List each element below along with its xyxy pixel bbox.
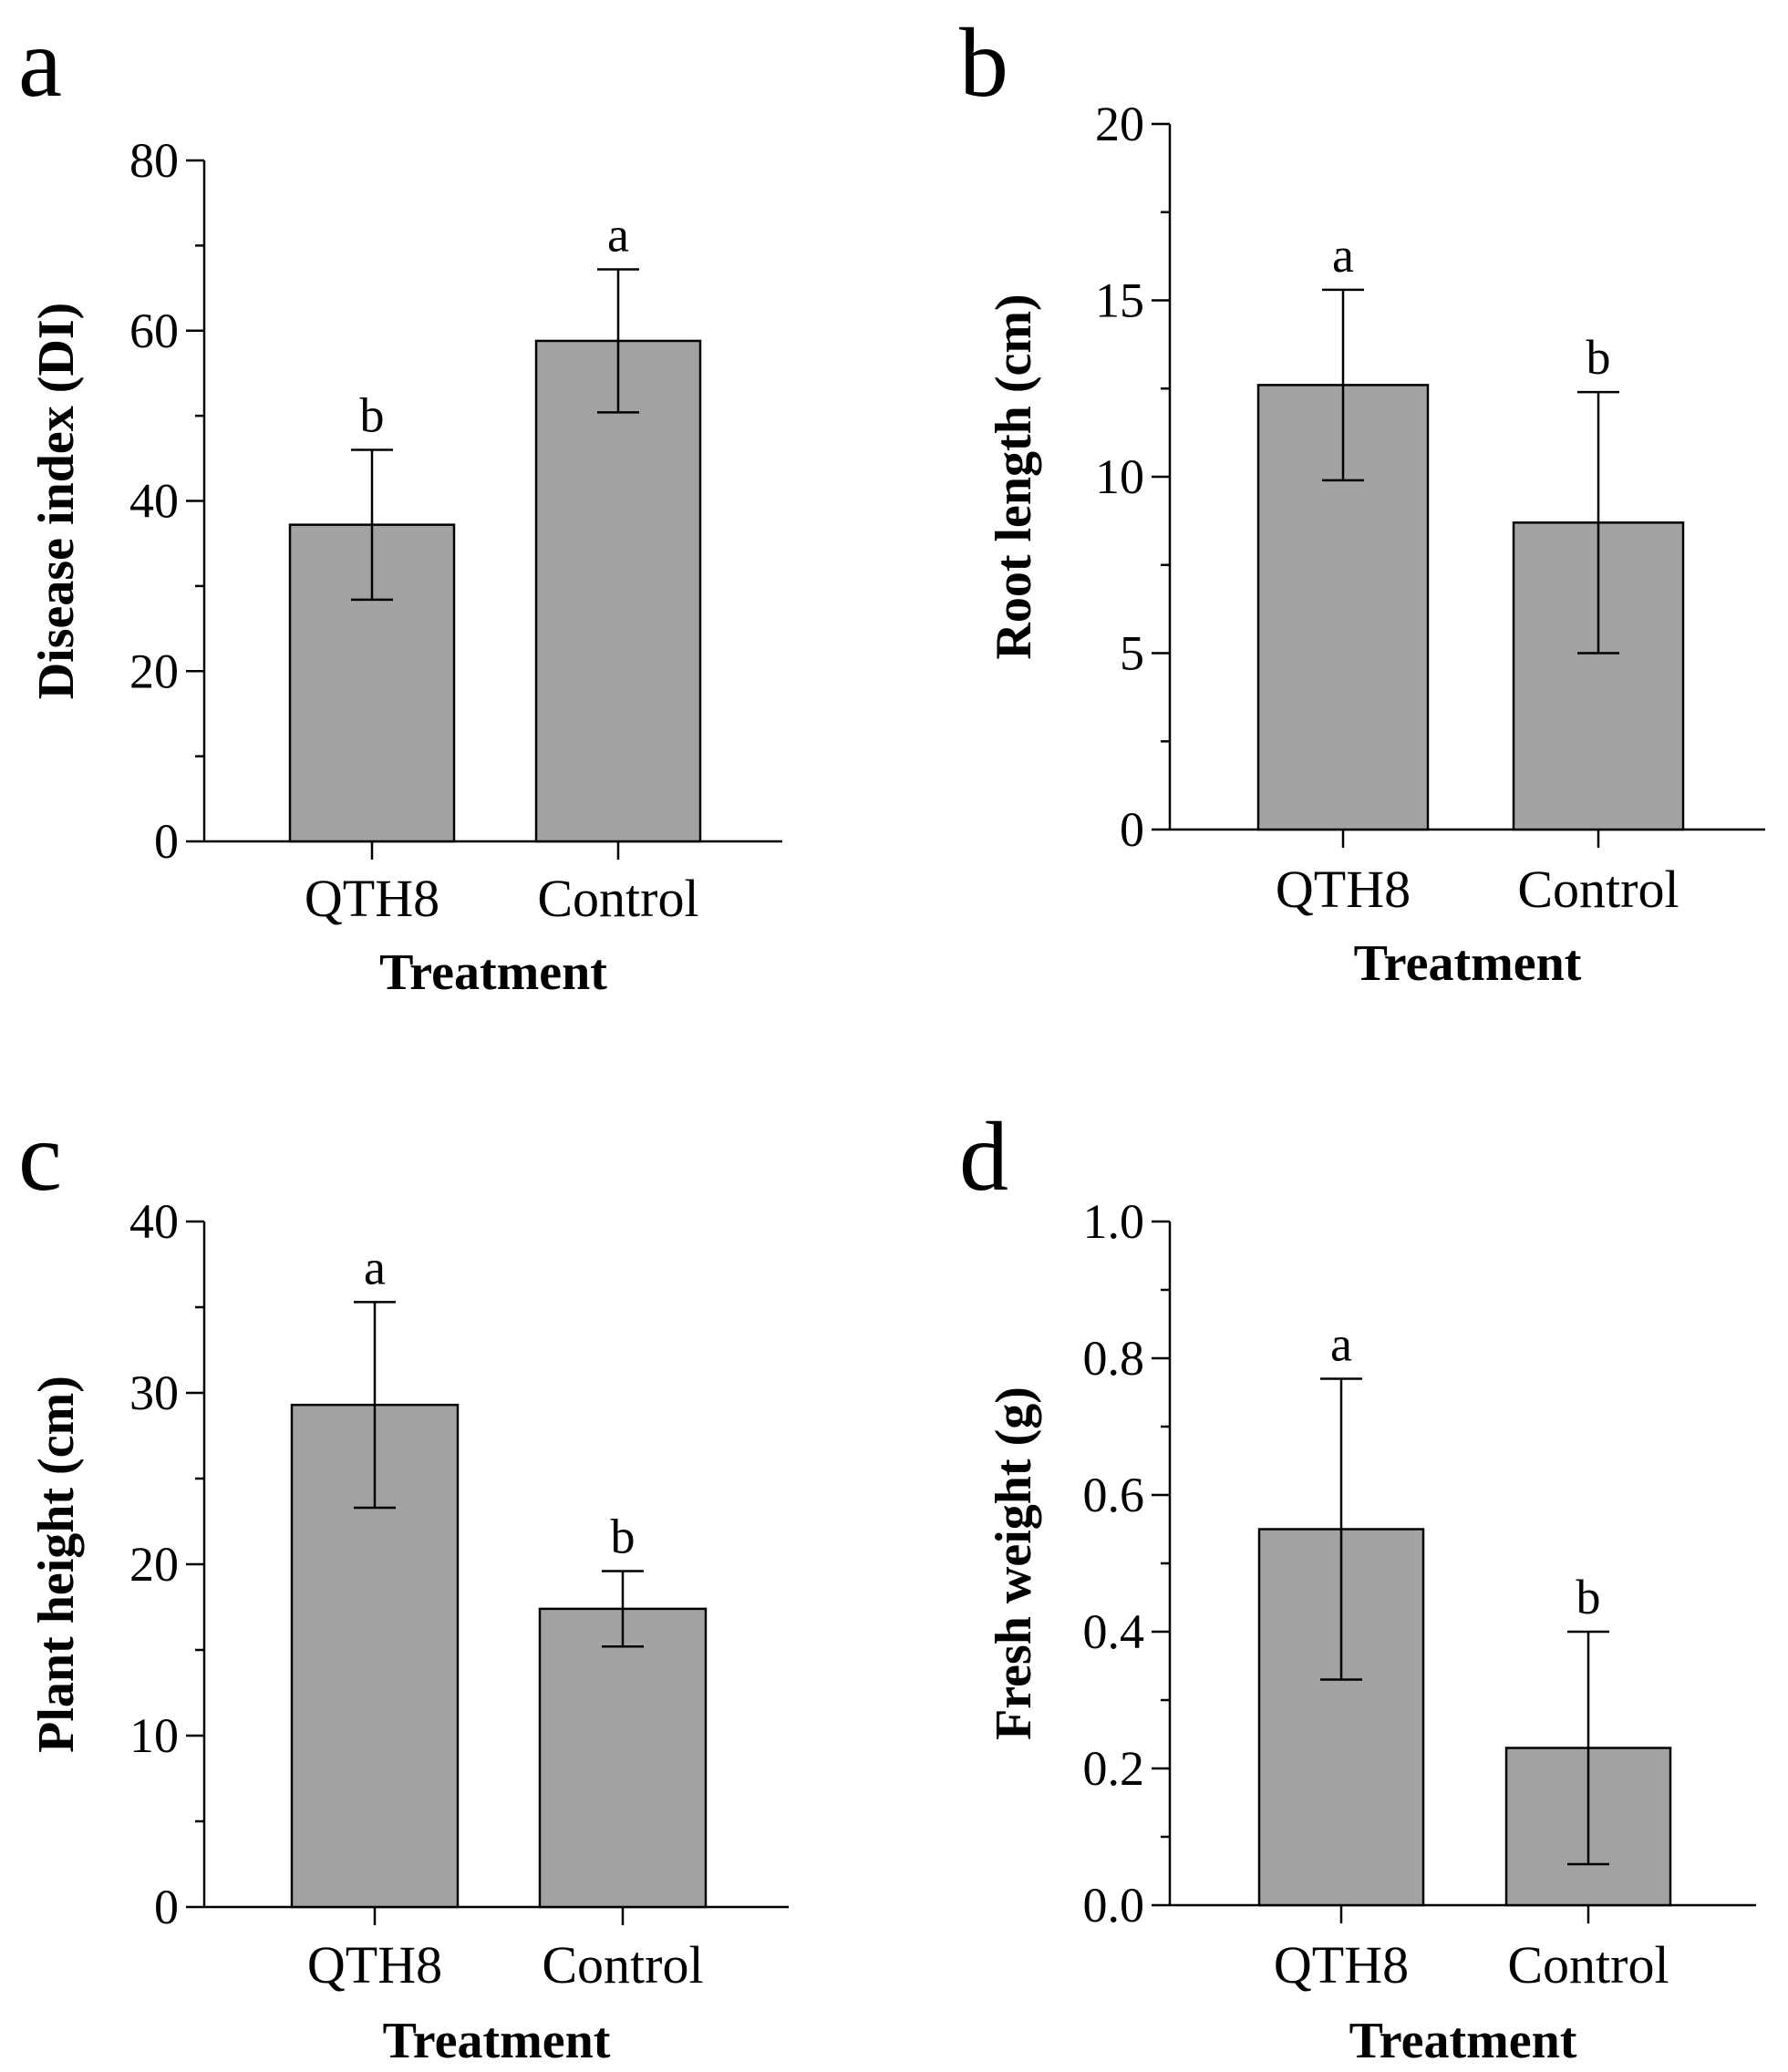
chart-panel-d: d 0.0 0.2 0.4 0.6 0.8 1.0 a QTH8 b Control Treatmen… (959, 1103, 1756, 2069)
significance-label: a (607, 208, 629, 263)
y-tick-label: 30 (129, 1366, 179, 1420)
y-axis-title: Root length (cm) (986, 294, 1042, 659)
y-tick-label: 0 (1120, 802, 1144, 857)
x-axis-title: Treatment (383, 2013, 611, 2069)
x-category-label: Control (1517, 860, 1679, 919)
y-tick-label: 0.6 (1083, 1468, 1145, 1522)
x-category-label: Control (537, 869, 698, 928)
y-axis-title: Plant height (cm) (28, 1376, 85, 1753)
x-category-label: QTH8 (307, 1935, 442, 1995)
significance-label: b (611, 1510, 636, 1564)
y-tick-label: 40 (129, 474, 179, 529)
significance-label: b (1586, 330, 1611, 385)
x-category-label: QTH8 (1276, 860, 1411, 919)
y-tick-label: 60 (129, 304, 179, 358)
bar-control (534, 339, 702, 843)
y-tick-label: 0.8 (1083, 1331, 1145, 1386)
y-tick-label: 10 (129, 1708, 179, 1763)
y-tick-label: 80 (129, 133, 179, 188)
x-category-label: QTH8 (1274, 1935, 1409, 1995)
y-tick-label: 20 (129, 1537, 179, 1592)
significance-label: a (1332, 228, 1354, 283)
panel-letter: b (959, 9, 1008, 118)
panel-letter: d (959, 1103, 1008, 1211)
y-tick-label: 0 (154, 814, 179, 869)
x-category-label: Control (1507, 1935, 1669, 1995)
chart-panel-a: a 0 20 40 60 80 b QTH8 a Control Treatment Disease … (18, 9, 782, 1001)
x-category-label: Control (542, 1935, 703, 1995)
y-tick-label: 40 (129, 1194, 179, 1249)
x-axis-title: Treatment (1349, 2013, 1577, 2069)
panel-letter: c (18, 1103, 62, 1211)
y-tick-label: 15 (1095, 273, 1144, 328)
significance-label: b (1576, 1570, 1601, 1624)
chart-panel-b: b 0 5 10 15 20 a QTH8 b Control Treatment Root leng… (959, 9, 1765, 992)
significance-label: a (1330, 1317, 1352, 1372)
y-tick-label: 0.0 (1083, 1878, 1145, 1933)
y-axis-title: Fresh weight (g) (986, 1386, 1042, 1740)
y-tick-label: 0.4 (1083, 1604, 1145, 1659)
y-axis-title: Disease index (DI) (28, 303, 85, 700)
bar-control (538, 1607, 708, 1909)
chart-panel-c: c 0 10 20 30 40 a QTH8 b Control Treatment Plant he… (18, 1103, 789, 2069)
significance-label: b (360, 387, 385, 442)
significance-label: a (364, 1240, 386, 1294)
x-axis-title: Treatment (379, 944, 607, 1001)
x-axis-title: Treatment (1354, 935, 1582, 992)
y-tick-label: 10 (1095, 449, 1144, 504)
y-tick-label: 5 (1120, 626, 1144, 681)
panel-letter: a (18, 9, 62, 118)
y-tick-label: 1.0 (1083, 1194, 1145, 1249)
y-tick-label: 0 (154, 1880, 179, 1934)
y-tick-label: 0.2 (1083, 1741, 1145, 1796)
x-category-label: QTH8 (305, 869, 439, 928)
y-tick-label: 20 (1095, 97, 1144, 151)
y-tick-label: 20 (129, 644, 179, 698)
